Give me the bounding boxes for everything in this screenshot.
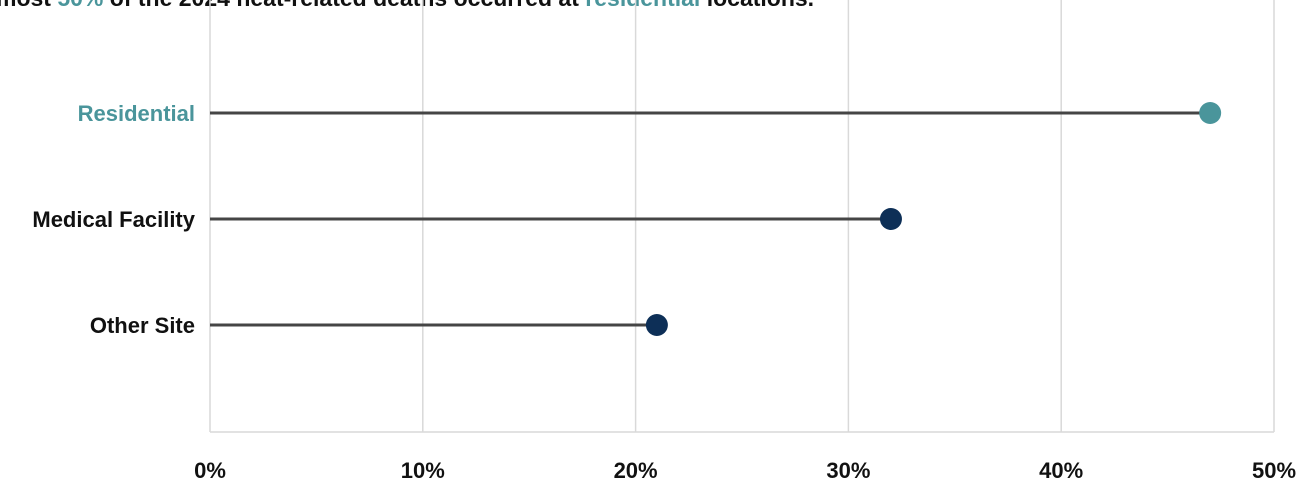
x-tick-label: 0% (194, 458, 226, 483)
x-tick-label: 10% (401, 458, 445, 483)
category-labels: Residential Medical Facility Other Site (32, 101, 195, 338)
gridlines (209, 0, 1275, 432)
lollipop-dot (1199, 102, 1222, 124)
title-text-part: of the 2024 heat-related deaths occurred… (103, 0, 585, 11)
x-tick-label: 40% (1039, 458, 1083, 483)
data-points (645, 102, 1222, 336)
title-text-part: locations. (700, 0, 814, 11)
lollipop-dot (645, 314, 668, 336)
title-accent-text: 50% (57, 0, 103, 11)
category-label: Residential (78, 101, 195, 126)
x-tick-label: 20% (614, 458, 658, 483)
x-tick-label: 50% (1252, 458, 1296, 483)
lollipop-dot (879, 208, 902, 230)
category-label: Medical Facility (32, 207, 195, 232)
x-tick-label: 30% (826, 458, 870, 483)
title-accent-text: residential (585, 0, 700, 11)
chart-title: most 50% of the 2024 heat-related deaths… (0, 0, 814, 11)
stems (210, 111, 1211, 327)
title-text-part: most (0, 0, 57, 11)
x-axis: 0% 10% 20% 30% 40% 50% (194, 431, 1296, 483)
category-label: Other Site (90, 313, 195, 338)
